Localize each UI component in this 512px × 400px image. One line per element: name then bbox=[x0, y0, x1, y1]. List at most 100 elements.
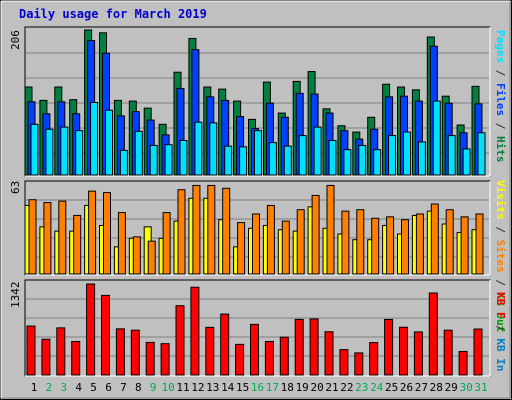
chart-title: Daily usage for March 2019 bbox=[19, 7, 207, 21]
day-label: 5 bbox=[90, 381, 97, 394]
kbf-bar bbox=[71, 341, 81, 376]
sites-bar bbox=[73, 214, 82, 275]
day-label: 7 bbox=[120, 381, 127, 394]
sites-bar bbox=[475, 213, 484, 275]
pages-bar bbox=[90, 102, 99, 176]
kbf-bar bbox=[309, 318, 319, 376]
legend-files: Files bbox=[494, 83, 507, 117]
sites-bar bbox=[252, 213, 260, 275]
pages-bar bbox=[60, 126, 69, 176]
pages-bar bbox=[134, 130, 143, 176]
day-label: 25 bbox=[384, 381, 399, 394]
kbf-bar bbox=[473, 328, 483, 376]
day-label: 1 bbox=[30, 381, 38, 394]
pages-bar bbox=[432, 100, 441, 176]
kbf-bar bbox=[175, 305, 185, 376]
kbf-bar bbox=[190, 286, 200, 376]
kbf-bar bbox=[443, 329, 453, 376]
ymax-label-bottom: 1342 bbox=[9, 281, 22, 309]
sites-bar bbox=[147, 240, 156, 275]
legend-pages: Pages bbox=[494, 30, 507, 64]
kbf-bar bbox=[130, 329, 140, 376]
day-label: 17 bbox=[265, 381, 280, 394]
legend-separator: / bbox=[494, 318, 507, 339]
pages-bar bbox=[194, 121, 203, 176]
sites-bar bbox=[58, 200, 67, 275]
sites-bar bbox=[103, 192, 111, 275]
pages-bar bbox=[239, 146, 248, 176]
kbf-bar bbox=[160, 343, 170, 376]
legend-bottom: KB F / KB In bbox=[494, 292, 507, 372]
pages-bar bbox=[298, 135, 307, 176]
day-label: 11 bbox=[176, 381, 190, 394]
pages-bar bbox=[462, 148, 471, 176]
pages-bar bbox=[179, 140, 188, 176]
ymax-label-middle: 63 bbox=[9, 180, 22, 194]
kbf-bar bbox=[250, 323, 259, 376]
kbf-bar bbox=[279, 336, 289, 376]
kbf-bar bbox=[145, 341, 155, 376]
pages-bar bbox=[358, 144, 367, 176]
day-label: 14 bbox=[221, 381, 235, 394]
pages-bar bbox=[164, 144, 173, 176]
sites-bar bbox=[386, 216, 395, 275]
pages-bar bbox=[388, 135, 397, 176]
day-label: 21 bbox=[325, 381, 339, 394]
legend-kbin: KB In bbox=[494, 338, 507, 372]
sites-bar bbox=[415, 213, 424, 275]
day-label: 30 bbox=[459, 381, 473, 394]
day-label: 9 bbox=[149, 381, 157, 394]
day-label: 28 bbox=[429, 381, 443, 394]
sites-bar bbox=[445, 209, 454, 275]
day-label: 18 bbox=[280, 381, 294, 394]
day-label: 29 bbox=[444, 381, 458, 394]
sites-bar bbox=[162, 212, 171, 275]
pages-bar bbox=[328, 140, 337, 176]
legend-sites: Sites bbox=[494, 239, 507, 273]
pages-bar bbox=[313, 126, 322, 176]
kbf-bar bbox=[339, 349, 349, 376]
sites-bar bbox=[356, 209, 365, 275]
kbf-bar bbox=[86, 283, 96, 376]
panel-top bbox=[24, 26, 491, 177]
kbf-bar bbox=[324, 331, 334, 376]
pages-bar bbox=[283, 145, 292, 176]
kbf-bar bbox=[220, 313, 230, 376]
day-label: 10 bbox=[161, 381, 175, 394]
kbf-bar bbox=[115, 328, 125, 376]
sites-bar bbox=[341, 210, 350, 275]
pages-bar bbox=[45, 128, 54, 176]
sites-bar bbox=[222, 187, 231, 275]
pages-bar bbox=[268, 142, 277, 176]
pages-bar bbox=[373, 149, 382, 176]
sites-bar bbox=[207, 184, 216, 275]
kbf-bar bbox=[101, 294, 110, 376]
day-label: 27 bbox=[414, 381, 429, 394]
pages-bar bbox=[149, 144, 158, 176]
sites-bar bbox=[132, 236, 141, 275]
pages-bar bbox=[254, 130, 262, 176]
kbf-bar bbox=[369, 342, 379, 376]
sites-bar bbox=[296, 209, 305, 275]
kbf-bar bbox=[399, 326, 408, 376]
legend-separator: / bbox=[494, 116, 507, 136]
pages-bar bbox=[209, 122, 218, 176]
pages-bar bbox=[477, 132, 486, 176]
bars-middle bbox=[24, 184, 484, 275]
kbf-bar bbox=[413, 331, 423, 376]
bars-bottom bbox=[26, 283, 483, 376]
pages-bar bbox=[403, 131, 411, 176]
sites-bar bbox=[237, 222, 246, 275]
kbf-bar bbox=[56, 327, 66, 376]
day-label: 2 bbox=[45, 381, 53, 394]
sites-bar bbox=[266, 204, 275, 275]
day-label: 4 bbox=[75, 381, 82, 394]
sites-bar bbox=[401, 219, 409, 275]
kbf-bar bbox=[384, 318, 394, 376]
day-label: 6 bbox=[105, 381, 112, 394]
legend-separator: / bbox=[494, 63, 507, 83]
day-label: 3 bbox=[60, 381, 68, 394]
kbf-bar bbox=[294, 318, 304, 376]
sites-bar bbox=[326, 184, 335, 275]
